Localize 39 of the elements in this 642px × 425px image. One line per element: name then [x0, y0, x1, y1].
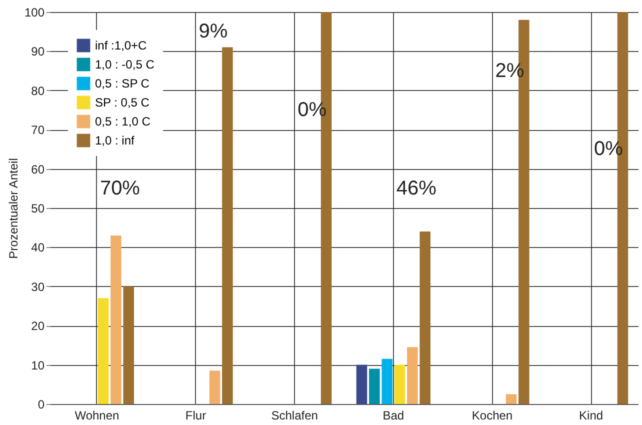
y-tick-label: 30 — [31, 280, 45, 294]
x-tick-label: Wohnen — [74, 408, 120, 422]
bar — [369, 368, 380, 404]
bar — [407, 347, 418, 404]
y-tick-label: 50 — [31, 202, 45, 216]
x-tick-label: Flur — [185, 408, 206, 422]
legend-label: SP : 0,5 C — [95, 96, 150, 110]
x-tick-label: Bad — [382, 408, 404, 422]
y-axis-title: Prozentualer Anteil — [6, 158, 20, 259]
bar — [420, 232, 430, 404]
legend-label: 0,5 : SP C — [95, 76, 150, 90]
y-tick-label: 90 — [31, 44, 45, 59]
bar — [222, 47, 233, 404]
legend-label: 0,5 : 1,0 C — [95, 114, 151, 128]
bar — [356, 364, 368, 404]
y-tick-label: 20 — [31, 319, 45, 334]
x-tick-label: Schlafen — [271, 408, 318, 422]
y-tick-label: 70 — [31, 123, 45, 138]
y-tick-label: 40 — [31, 240, 45, 255]
bar — [123, 286, 134, 404]
x-tick-label: Kochen — [472, 408, 513, 422]
y-tick-label: 60 — [31, 162, 45, 176]
legend-label: 1,0 : inf — [95, 134, 136, 148]
legend-label: inf :1,0+C — [95, 38, 148, 52]
annotation: 46% — [396, 177, 437, 200]
bar — [506, 394, 517, 404]
y-tick-label: 10 — [31, 358, 45, 372]
legend-label: 1,0 : -0,5 C — [95, 58, 155, 72]
bar — [209, 370, 220, 404]
bar — [98, 298, 109, 404]
bar — [394, 364, 406, 404]
y-tick-label: 0 — [38, 398, 45, 412]
annotation: 70% — [100, 177, 140, 200]
annotation: 9% — [198, 20, 228, 43]
x-tick-label: Kind — [579, 408, 604, 422]
y-tick-label: 80 — [31, 84, 45, 98]
y-tick-label: 100 — [24, 6, 45, 20]
bar — [110, 235, 122, 404]
bar — [382, 358, 392, 404]
